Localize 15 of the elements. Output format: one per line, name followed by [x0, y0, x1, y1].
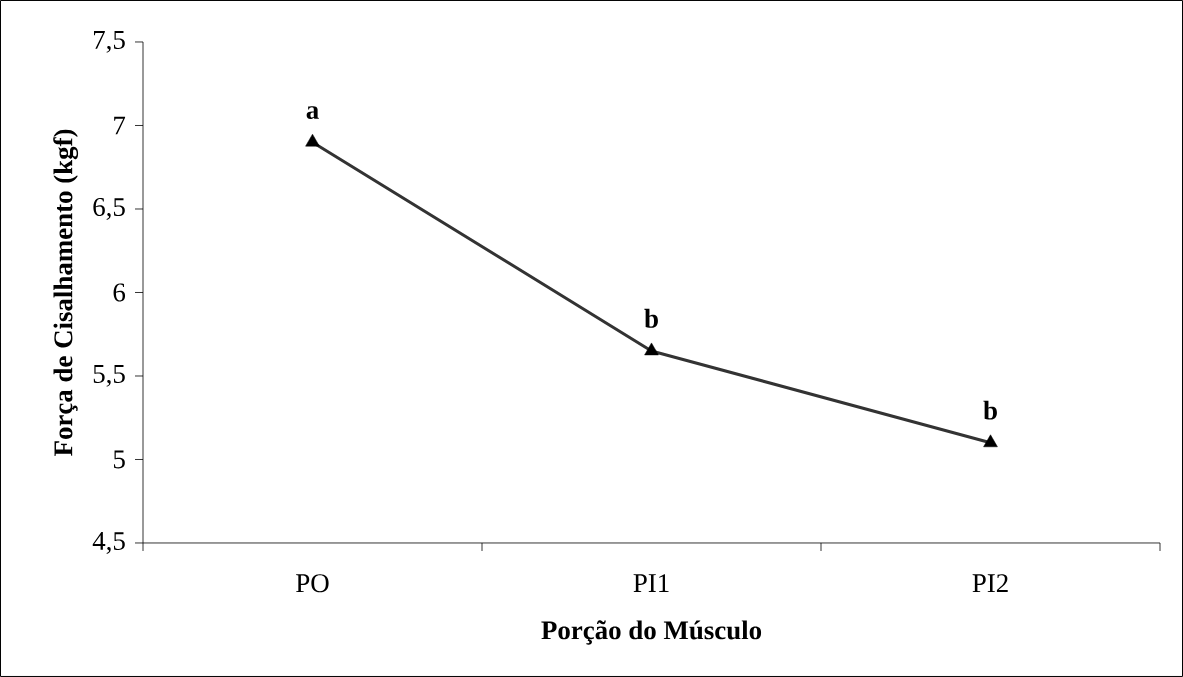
y-tick-label: 4,5: [92, 532, 125, 554]
x-axis-title: Porção do Músculo: [541, 620, 762, 645]
x-tick-label: PI1: [633, 574, 669, 592]
annotation: b: [983, 400, 997, 420]
y-tick-label: 5,5: [93, 365, 125, 387]
y-axis-title: Força de Cisalhamento (kgf): [53, 129, 79, 457]
x-tick-label: PI2: [972, 574, 1008, 592]
y-tick-label: 7: [114, 116, 126, 135]
y-tick-label: 6: [113, 283, 126, 302]
y-tick-label: 6,5: [93, 198, 125, 220]
annotation: b: [644, 308, 658, 328]
annotation: a: [306, 106, 319, 120]
y-tick-label: 5: [113, 450, 125, 469]
x-tick-label: PO: [296, 574, 329, 593]
y-tick-label: 7,5: [94, 31, 125, 53]
